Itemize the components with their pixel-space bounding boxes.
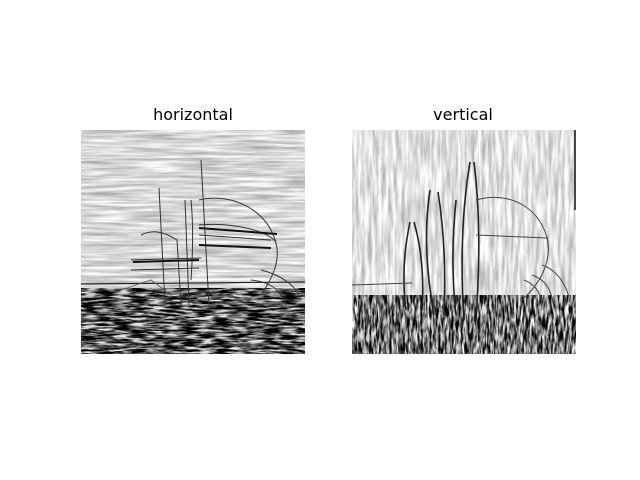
- vertical-edge-drawing: [352, 130, 576, 354]
- horizontal-edge-image: [81, 130, 305, 354]
- panel-title-horizontal: horizontal: [153, 105, 233, 124]
- horizontal-edge-drawing: [81, 130, 305, 354]
- panel-title-vertical: vertical: [433, 105, 493, 124]
- vertical-edge-image: [352, 130, 576, 354]
